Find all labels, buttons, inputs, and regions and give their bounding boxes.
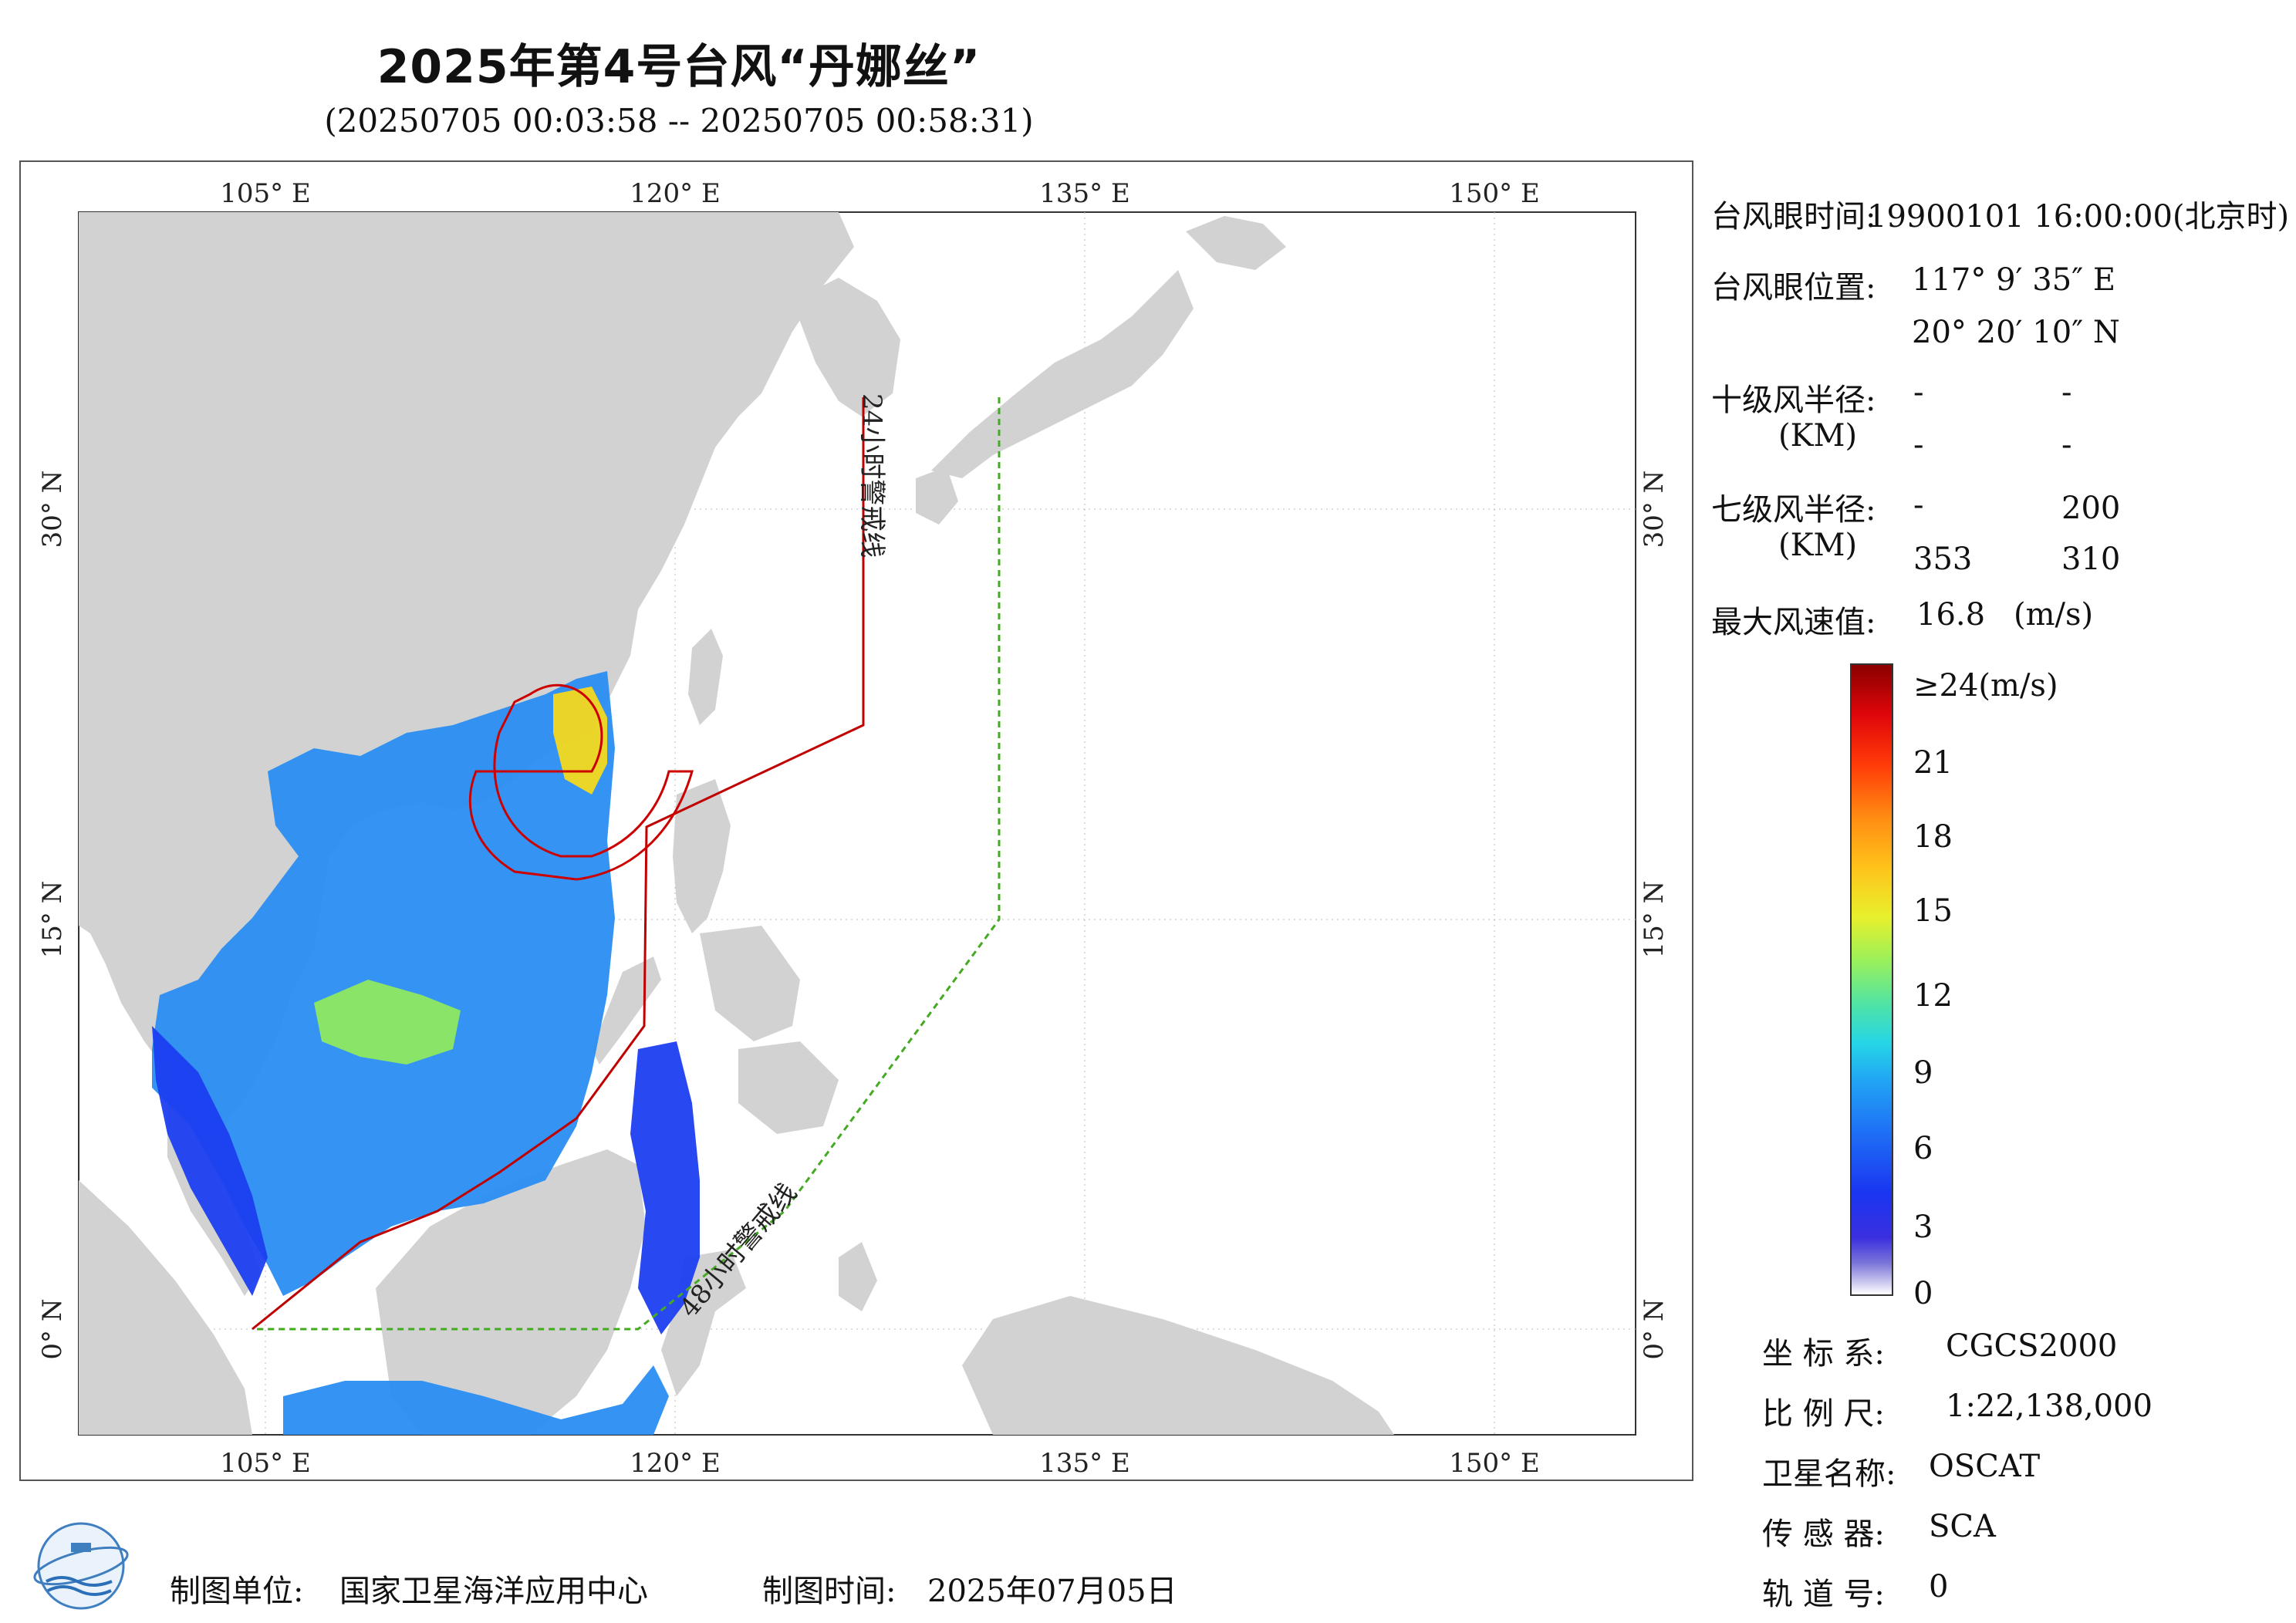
wind-field-east-borneo (630, 1041, 700, 1335)
satellite-value: OSCAT (1929, 1449, 2041, 1484)
colorbar-label-3: 3 (1913, 1210, 1933, 1245)
r10-value-se: - (2061, 375, 2072, 410)
eye-longitude: 117° 9′ 35″ E (1912, 262, 2116, 298)
max-wind-unit: (m/s) (2014, 597, 2094, 633)
left-tick-15n: 15° N (37, 881, 68, 959)
colorbar-label-9: 9 (1913, 1055, 1933, 1091)
r10-value-sw: - (1913, 427, 1924, 463)
wind-field-gulf-thailand (152, 1026, 268, 1296)
eye-time-value: 19900101 16:00:00(北京时) (1867, 199, 2290, 235)
top-tick-150: 150° E (1449, 178, 1540, 209)
left-tick-0n: 0° N (37, 1298, 68, 1359)
r7-value-sw: 353 (1913, 542, 1973, 577)
land-philippines-visayas (700, 926, 800, 1041)
max-wind-value: 16.8 (1916, 597, 1986, 633)
r7-unit: (KM) (1778, 528, 1858, 563)
land-japan-kyushu (916, 467, 958, 525)
warning-line-48h (252, 397, 1001, 1331)
colorbar-label-6: 6 (1913, 1131, 1933, 1166)
r10-unit: (KM) (1778, 418, 1858, 454)
right-tick-labels: 30° N 15° N 0° N (1639, 471, 1670, 1360)
scale-value: 1:22,138,000 (1946, 1388, 2152, 1424)
orbit-value: 0 (1929, 1569, 1949, 1604)
wind-radius-7 (468, 683, 694, 881)
top-tick-135: 135° E (1039, 178, 1130, 209)
satellite-label: 卫星名称: (1762, 1456, 1896, 1492)
land-philippines-mindanao (738, 1041, 839, 1134)
production-time-label: 制图时间: (762, 1574, 896, 1609)
coord-system-label: 坐 标 系: (1762, 1336, 1885, 1372)
wind-field-south-china-sea (152, 671, 615, 1296)
left-tick-30n: 30° N (37, 471, 68, 548)
bottom-tick-120: 120° E (630, 1448, 721, 1479)
bottom-tick-150: 150° E (1449, 1448, 1540, 1479)
right-tick-15n: 15° N (1639, 881, 1670, 959)
wind-field-strong-core (314, 980, 461, 1065)
land-halmahera (839, 1242, 877, 1311)
orbit-label: 轨 道 号: (1762, 1577, 1885, 1612)
land-new-guinea (962, 1296, 1394, 1435)
colorbar-label-24: ≥24(m/s) (1913, 668, 2058, 704)
top-tick-105: 105° E (220, 178, 311, 209)
nsoas-logo (33, 1522, 129, 1610)
r10-value-nw: - (2061, 427, 2072, 463)
right-tick-30n: 30° N (1639, 471, 1670, 548)
bottom-tick-labels: 105° E 120° E 135° E 150° E (220, 1448, 1540, 1479)
wind-speed-colorbar (1850, 663, 1893, 1296)
colorbar-label-12: 12 (1913, 978, 1953, 1014)
sensor-value: SCA (1929, 1509, 1996, 1544)
r7-label: 七级风半径: (1711, 492, 1876, 528)
max-wind-label: 最大风速值: (1711, 605, 1876, 640)
r7-value-nw: 310 (2061, 542, 2121, 577)
wind-field-java-sea (283, 1365, 669, 1435)
bottom-tick-105: 105° E (220, 1448, 311, 1479)
top-tick-120: 120° E (630, 178, 721, 209)
colorbar-label-0: 0 (1913, 1276, 1933, 1311)
land-korea (792, 278, 900, 417)
sensor-label: 传 感 器: (1762, 1517, 1885, 1552)
land-borneo (376, 1149, 646, 1435)
r7-value-ne: - (1913, 488, 1924, 523)
colorbar-label-15: 15 (1913, 893, 1953, 929)
eye-position-label: 台风眼位置: (1711, 270, 1876, 305)
land-taiwan (688, 629, 723, 725)
producer-value: 国家卫星海洋应用中心 (339, 1574, 648, 1609)
production-time-value: 2025年07月05日 (927, 1574, 1177, 1609)
wind-field (152, 671, 700, 1435)
scale-label: 比 例 尺: (1762, 1396, 1885, 1432)
warning-line-24h (252, 397, 865, 1331)
land-sumatra (79, 1180, 252, 1435)
land-japan-honshu (931, 270, 1194, 478)
colorbar-label-18: 18 (1913, 819, 1953, 855)
r10-value-ne: - (1913, 375, 1924, 410)
map-frame: 24小时警戒线 48小时警戒线 105° E 120° E 135° E 150… (19, 160, 1693, 1481)
r7-value-se: 200 (2061, 491, 2121, 526)
eye-latitude: 20° 20′ 10″ N (1912, 315, 2120, 350)
producer-label: 制图单位: (170, 1574, 304, 1609)
time-range-subtitle: (20250705 00:03:58 -- 20250705 00:58:31) (324, 102, 1034, 140)
coord-system-value: CGCS2000 (1946, 1328, 2118, 1364)
r10-label: 十级风半径: (1711, 383, 1876, 418)
warning-lines (252, 397, 1001, 1331)
wind-map: 24小时警戒线 48小时警戒线 105° E 120° E 135° E 150… (37, 178, 1670, 1479)
eye-time-label: 台风眼时间: (1711, 199, 1876, 235)
right-tick-0n: 0° N (1639, 1298, 1670, 1359)
land-japan-hokkaido (1186, 216, 1286, 270)
line-24h-label: 24小时警戒线 (856, 393, 887, 558)
left-tick-labels: 30° N 15° N 0° N (37, 471, 68, 1360)
map-title: 2025年第4号台风“丹娜丝” (376, 40, 981, 94)
land-philippines-luzon (673, 779, 731, 933)
top-tick-labels: 105° E 120° E 135° E 150° E (220, 178, 1540, 209)
colorbar-label-21: 21 (1913, 745, 1953, 781)
bottom-tick-135: 135° E (1039, 1448, 1130, 1479)
